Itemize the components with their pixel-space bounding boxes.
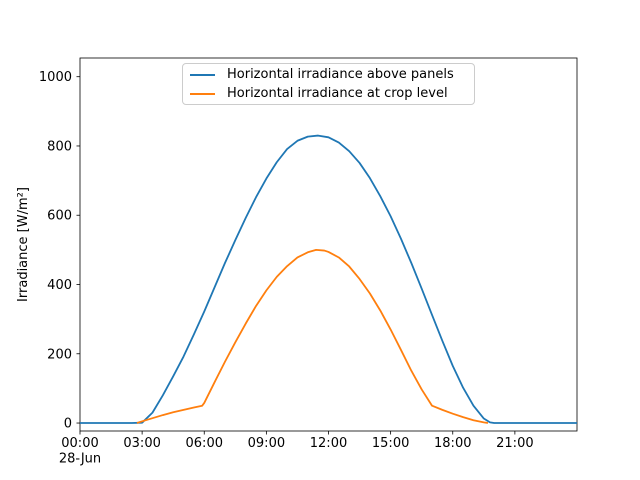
y-tick-label: 1000 xyxy=(39,70,72,85)
x-tick-label: 00:00 xyxy=(61,436,98,451)
y-tick-label: 400 xyxy=(47,278,72,293)
x-tick-label: 06:00 xyxy=(186,436,223,451)
legend-label-above-panels: Horizontal irradiance above panels xyxy=(227,67,454,82)
y-tick-label: 800 xyxy=(47,139,72,154)
y-axis-label: Irradiance [W/m²] xyxy=(16,187,31,302)
x-axis-date-label: 28-Jun xyxy=(59,452,101,467)
series-line-crop-level xyxy=(136,248,489,424)
x-tick-label: 09:00 xyxy=(248,436,285,451)
legend-line-crop-level xyxy=(190,92,215,95)
x-tick-label: 18:00 xyxy=(434,436,471,451)
y-tick-label: 600 xyxy=(47,209,72,224)
legend-label-crop-level: Horizontal irradiance at crop level xyxy=(227,86,448,101)
legend: Horizontal irradiance above panels Horiz… xyxy=(182,63,475,105)
x-tick-label: 12:00 xyxy=(310,436,347,451)
plot-border xyxy=(79,57,578,432)
legend-item-above-panels: Horizontal irradiance above panels xyxy=(190,67,468,82)
y-tick-label: 0 xyxy=(64,417,72,432)
legend-item-crop-level: Horizontal irradiance at crop level xyxy=(190,86,468,101)
x-tick-label: 21:00 xyxy=(496,436,533,451)
y-tick-label: 200 xyxy=(47,347,72,362)
x-tick-label: 15:00 xyxy=(372,436,409,451)
legend-line-above-panels xyxy=(190,73,215,76)
x-tick-label: 03:00 xyxy=(123,436,160,451)
series-line-above-panels xyxy=(80,134,577,424)
